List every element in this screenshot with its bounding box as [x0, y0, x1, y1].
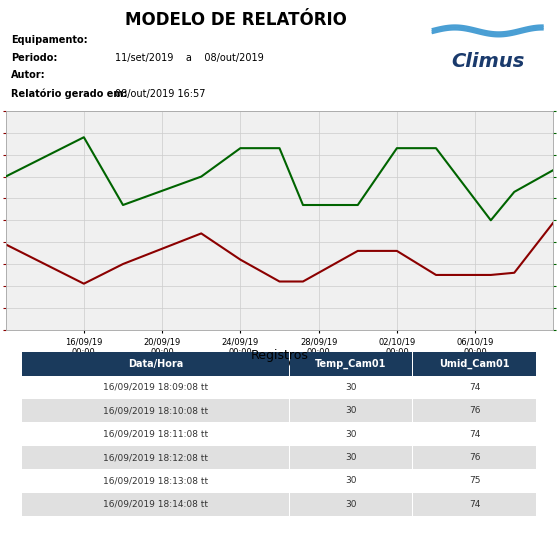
Text: 30: 30 — [345, 476, 357, 485]
FancyBboxPatch shape — [22, 469, 288, 492]
Text: Relatório gerado em:: Relatório gerado em: — [11, 89, 127, 99]
Text: 74: 74 — [469, 383, 480, 392]
Text: Temp_Cam01: Temp_Cam01 — [315, 359, 387, 369]
Text: 16/09/2019 18:10:08 tt: 16/09/2019 18:10:08 tt — [103, 406, 208, 415]
Text: 30: 30 — [345, 500, 357, 509]
FancyBboxPatch shape — [414, 446, 536, 469]
FancyBboxPatch shape — [414, 352, 536, 376]
FancyBboxPatch shape — [414, 399, 536, 422]
Text: 16/09/2019 18:14:08 tt: 16/09/2019 18:14:08 tt — [103, 500, 208, 509]
Text: 16/09/2019 18:11:08 tt: 16/09/2019 18:11:08 tt — [103, 429, 208, 439]
FancyBboxPatch shape — [290, 376, 413, 399]
FancyBboxPatch shape — [290, 492, 413, 516]
Text: Umid_Cam01: Umid_Cam01 — [439, 359, 510, 369]
Text: Equipamento:: Equipamento: — [11, 35, 88, 45]
FancyBboxPatch shape — [22, 399, 288, 422]
Text: 75: 75 — [469, 476, 480, 485]
FancyBboxPatch shape — [22, 446, 288, 469]
Text: 76: 76 — [469, 453, 480, 462]
FancyBboxPatch shape — [22, 422, 288, 446]
Text: 30: 30 — [345, 383, 357, 392]
Text: 11/set/2019    a    08/out/2019: 11/set/2019 a 08/out/2019 — [115, 52, 264, 62]
Text: 30: 30 — [345, 429, 357, 439]
Text: Registros: Registros — [250, 349, 309, 362]
Text: 08/out/2019 16:57: 08/out/2019 16:57 — [115, 89, 206, 99]
Text: Climus: Climus — [451, 52, 524, 71]
FancyBboxPatch shape — [414, 376, 536, 399]
FancyBboxPatch shape — [22, 376, 288, 399]
Text: Periodo:: Periodo: — [11, 52, 58, 62]
Text: 76: 76 — [469, 406, 480, 415]
Text: 30: 30 — [345, 406, 357, 415]
FancyBboxPatch shape — [290, 399, 413, 422]
FancyBboxPatch shape — [290, 352, 413, 376]
Text: 16/09/2019 18:09:08 tt: 16/09/2019 18:09:08 tt — [103, 383, 208, 392]
FancyBboxPatch shape — [414, 422, 536, 446]
Text: 30: 30 — [345, 453, 357, 462]
FancyBboxPatch shape — [22, 492, 288, 516]
FancyBboxPatch shape — [22, 352, 288, 376]
Text: Autor:: Autor: — [11, 70, 46, 80]
Text: 16/09/2019 18:13:08 tt: 16/09/2019 18:13:08 tt — [103, 476, 208, 485]
Text: 74: 74 — [469, 500, 480, 509]
X-axis label: TEMPO: TEMPO — [262, 359, 297, 369]
FancyBboxPatch shape — [414, 492, 536, 516]
FancyBboxPatch shape — [414, 469, 536, 492]
Text: 74: 74 — [469, 429, 480, 439]
Text: 16/09/2019 18:12:08 tt: 16/09/2019 18:12:08 tt — [103, 453, 208, 462]
FancyBboxPatch shape — [290, 469, 413, 492]
FancyBboxPatch shape — [290, 422, 413, 446]
Text: Data/Hora: Data/Hora — [128, 359, 183, 369]
Text: MODELO DE RELATÓRIO: MODELO DE RELATÓRIO — [125, 11, 347, 29]
FancyBboxPatch shape — [290, 446, 413, 469]
